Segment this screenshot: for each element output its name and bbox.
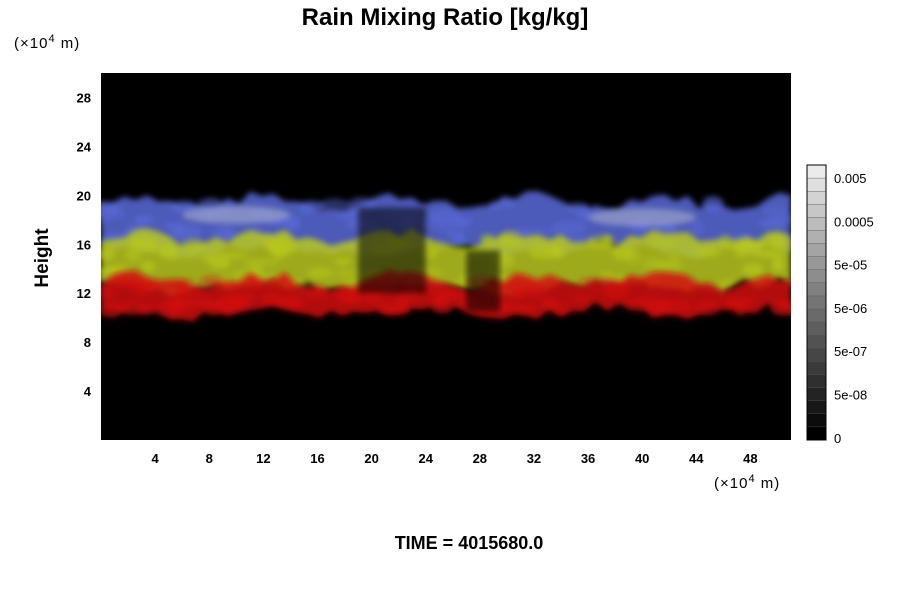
y-tick-label: 12 [77, 286, 91, 301]
x-tick-label: 16 [310, 451, 324, 466]
x-tick-label: 48 [743, 451, 757, 466]
colorbar-cell [806, 190, 827, 205]
y-tick-label: 8 [84, 335, 91, 350]
x-tick-label: 32 [527, 451, 541, 466]
colorbar [806, 164, 827, 441]
colorbar-cell [806, 426, 827, 441]
y-tick-label: 24 [77, 139, 92, 154]
colorbar-cell [806, 243, 827, 258]
colorbar-cell [806, 282, 827, 297]
y-tick-label: 16 [77, 237, 91, 252]
colorbar-cell [806, 387, 827, 402]
field-gap [358, 207, 426, 294]
field-wisp [182, 205, 291, 224]
colorbar-cell [806, 374, 827, 389]
rain-field [101, 191, 791, 322]
colorbar-cell [806, 308, 827, 323]
colorbar-cell [806, 164, 827, 179]
colorbar-label: 5e-06 [834, 301, 867, 316]
colorbar-cell [806, 269, 827, 284]
field-gap [466, 250, 501, 312]
x-tick-label: 12 [256, 451, 270, 466]
colorbar-cell [806, 413, 827, 428]
colorbar-cell [806, 361, 827, 376]
colorbar-label: 5e-07 [834, 344, 867, 359]
x-tick-label: 28 [473, 451, 487, 466]
x-tick-label: 36 [581, 451, 595, 466]
colorbar-cell [806, 204, 827, 218]
x-tick-label: 44 [689, 451, 704, 466]
x-tick-label: 40 [635, 451, 649, 466]
chart-title: Rain Mixing Ratio [kg/kg] [302, 4, 589, 31]
colorbar-label: 0.005 [834, 171, 867, 186]
colorbar-cell [806, 230, 827, 245]
colorbar-cell [806, 256, 827, 271]
colorbar-label: 5e-08 [834, 388, 867, 403]
colorbar-cell [806, 321, 827, 336]
colorbar-frame [806, 164, 827, 441]
colorbar-cell [806, 335, 827, 349]
x-tick-labels: 4 8 12 16 20 24 28 32 36 40 44 48 [152, 451, 758, 466]
layer-red [101, 270, 791, 322]
time-label: TIME = 4015680.0 [395, 533, 544, 553]
colorbar-cell [806, 348, 827, 362]
colorbar-label: 5e-05 [834, 258, 867, 273]
x-tick-label: 24 [418, 451, 433, 466]
y-tick-label: 4 [84, 384, 92, 399]
y-axis-title: Height [32, 228, 53, 288]
y-unit-label: (×104 m) [14, 33, 80, 52]
colorbar-labels: 0.005 0.0005 5e-05 5e-06 5e-07 5e-08 0 [834, 171, 874, 446]
x-tick-label: 8 [206, 451, 213, 466]
y-tick-label: 20 [77, 188, 91, 203]
y-tick-labels: 4 8 12 16 20 24 28 [77, 90, 92, 399]
colorbar-cell [806, 400, 827, 415]
colorbar-cell [806, 177, 827, 192]
y-tick-label: 28 [77, 90, 91, 105]
colorbar-label: 0.0005 [834, 214, 874, 229]
x-unit-label: (×104 m) [714, 473, 780, 492]
colorbar-cell [806, 295, 827, 310]
colorbar-cell [806, 217, 827, 231]
x-tick-label: 20 [364, 451, 378, 466]
colorbar-label: 0 [834, 431, 841, 446]
field-wisp [588, 208, 697, 227]
x-tick-label: 4 [152, 451, 160, 466]
